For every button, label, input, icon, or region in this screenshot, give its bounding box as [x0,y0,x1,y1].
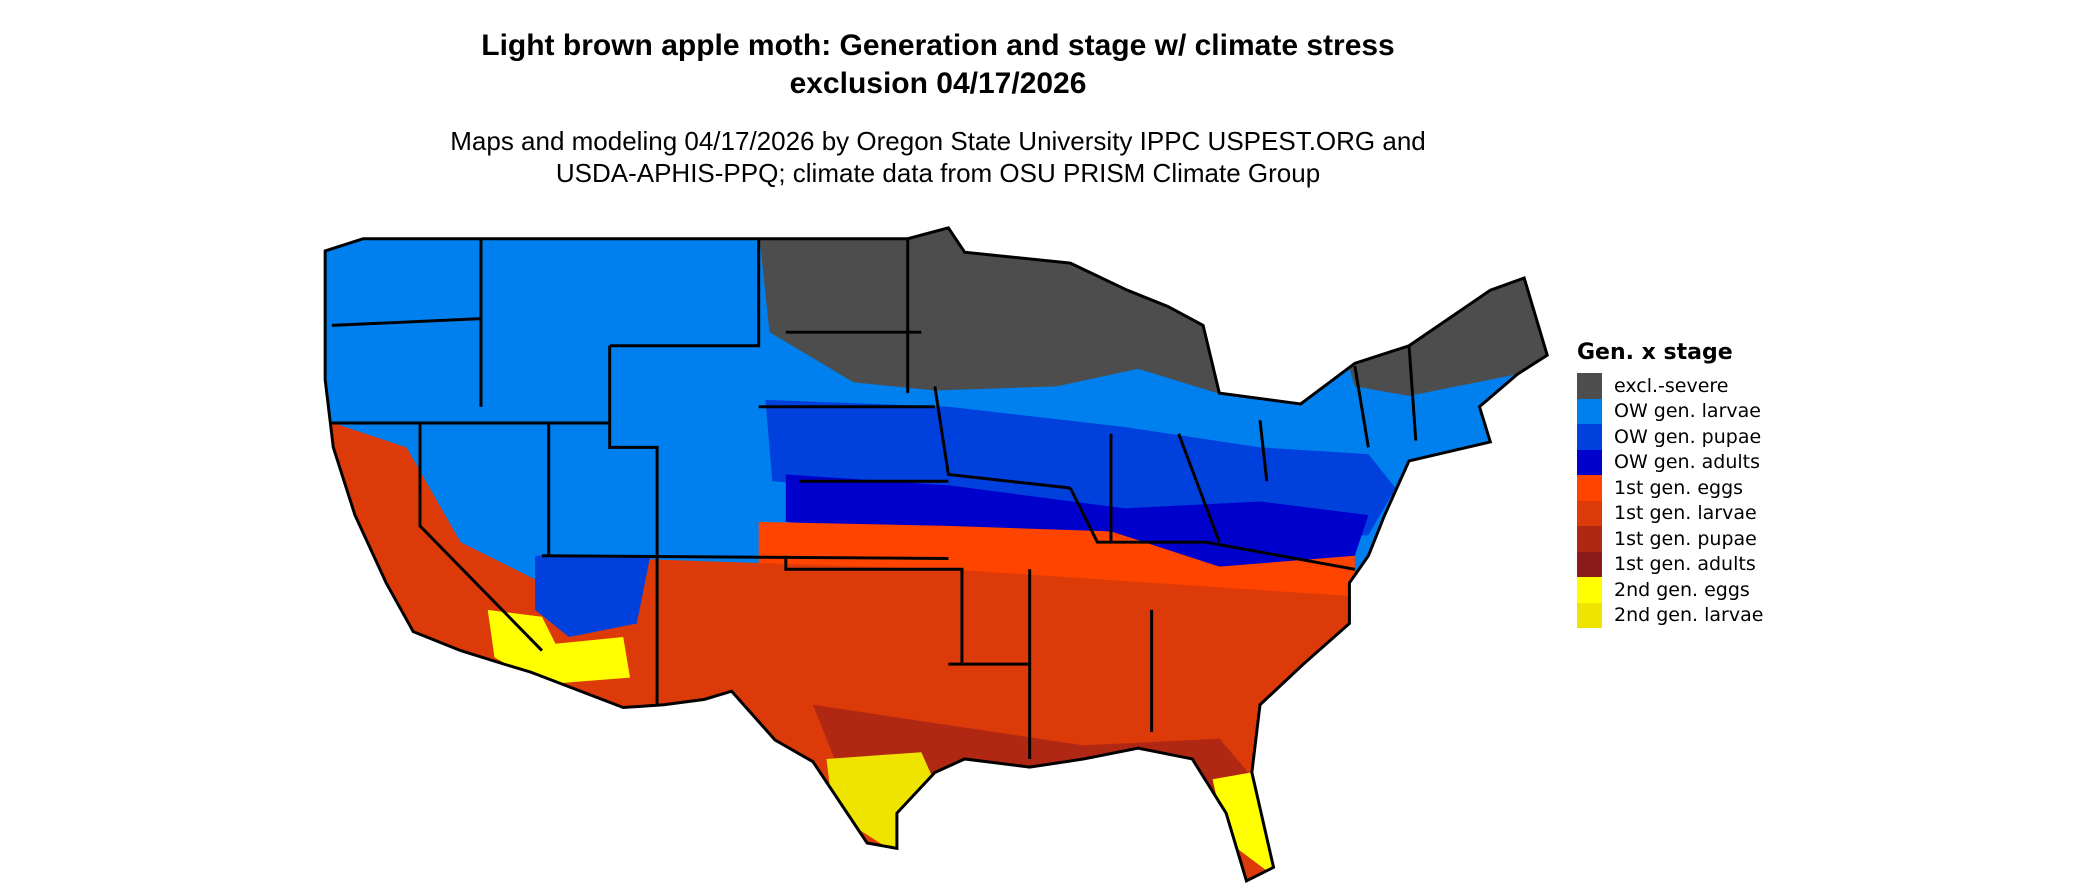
legend-entry: 1st gen. pupae [1577,526,1763,552]
chart-title-line2: exclusion 04/17/2026 [789,67,1087,100]
region-excl-severe-ne [1348,257,1548,396]
legend-label: excl.-severe [1614,374,1729,397]
chart-title-line1: Light brown apple moth: Generation and s… [481,29,1395,62]
legend-entry: 1st gen. eggs [1577,475,1763,501]
legend-swatch [1577,398,1602,424]
legend-label: 2nd gen. larvae [1614,604,1764,627]
legend-label: 1st gen. pupae [1614,527,1757,550]
legend-swatch [1577,500,1602,526]
legend-label: OW gen. adults [1614,451,1761,474]
legend-entry: 2nd gen. larvae [1577,602,1764,628]
region-1st-larvae [541,555,1355,881]
chart-subtitle-line2: USDA-APHIS-PPQ; climate data from OSU PR… [555,158,1321,188]
legend-label: 1st gen. eggs [1614,476,1744,499]
legend-label: 1st gen. larvae [1614,502,1757,525]
legend-label: OW gen. larvae [1614,400,1761,423]
legend-swatch [1577,551,1602,577]
region-ow-pupae [765,399,1396,536]
legend-swatch [1577,373,1602,399]
legend-swatch [1577,475,1602,501]
legend-entry: OW gen. pupae [1577,424,1763,450]
chart-subtitle-line1: Maps and modeling 04/17/2026 by Oregon S… [450,126,1426,156]
legend-entry: OW gen. adults [1577,449,1763,475]
region-ow-pupae-sw [535,555,651,638]
state-borders [323,226,1549,883]
legend-swatch [1577,602,1602,628]
legend-entry: 1st gen. adults [1577,551,1763,577]
stage-regions [325,227,1548,881]
legend-entry: 2nd gen. eggs [1577,577,1763,603]
legend-swatch [1577,449,1602,475]
legend-swatch [1577,424,1602,450]
legend-label: 1st gen. adults [1614,553,1756,576]
legend-entry: OW gen. larvae [1577,398,1763,424]
region-excl-severe [758,227,1227,396]
legend-entry: 1st gen. larvae [1577,500,1763,526]
legend-label: OW gen. pupae [1614,425,1762,448]
legend-swatch [1577,526,1602,552]
legend-swatch [1577,577,1602,603]
region-2nd-eggs-sw [487,609,630,685]
legend: Gen. x stage excl.-severe OW gen. larvae O… [1577,340,1763,628]
legend-title: Gen. x stage [1577,340,1733,365]
legend-label: 2nd gen. eggs [1614,578,1750,601]
legend-entry: excl.-severe [1577,373,1763,399]
